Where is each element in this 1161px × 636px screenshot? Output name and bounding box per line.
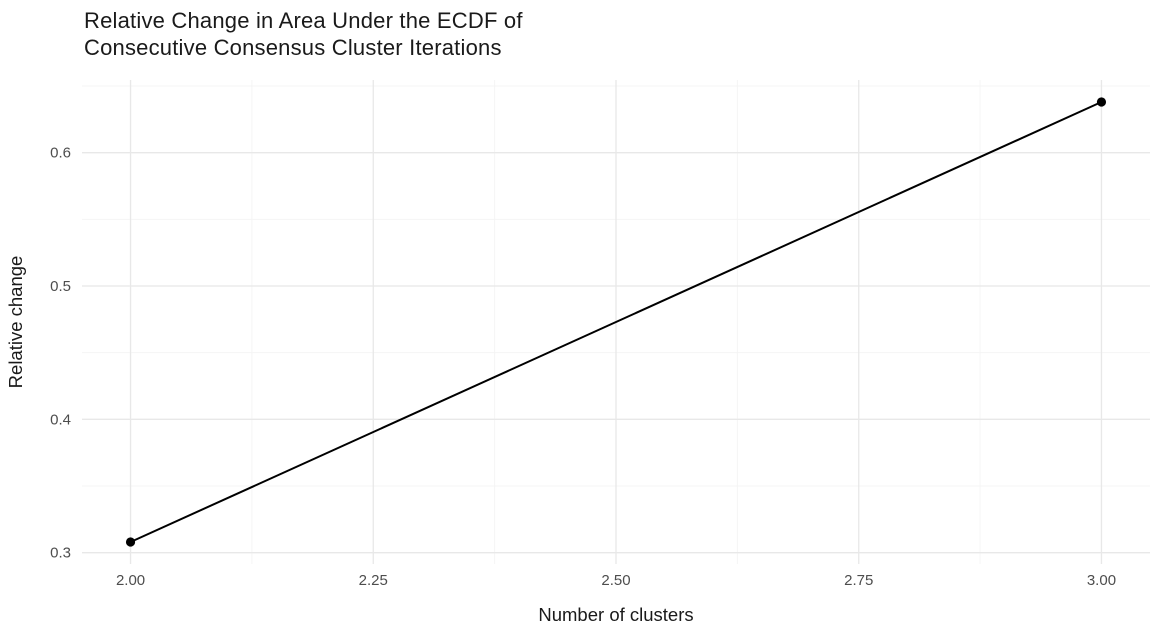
data-point bbox=[1096, 97, 1107, 107]
x-tick-label: 2.50 bbox=[601, 572, 630, 589]
x-axis-title: Number of clusters bbox=[538, 604, 693, 625]
y-tick-label: 0.6 bbox=[50, 145, 71, 162]
x-tick-label: 2.25 bbox=[359, 572, 388, 589]
x-tick-label: 3.00 bbox=[1087, 572, 1116, 589]
x-tick-label: 2.00 bbox=[116, 572, 145, 589]
x-tick-label: 2.75 bbox=[844, 572, 873, 589]
y-axis-title: Relative change bbox=[5, 256, 26, 389]
data-point bbox=[125, 537, 136, 547]
y-tick-label: 0.3 bbox=[50, 545, 71, 562]
chart-title: Relative Change in Area Under the ECDF o… bbox=[84, 8, 523, 60]
y-tick-label: 0.4 bbox=[50, 411, 71, 428]
data-line bbox=[130, 101, 1102, 543]
y-tick-label: 0.5 bbox=[50, 278, 71, 295]
